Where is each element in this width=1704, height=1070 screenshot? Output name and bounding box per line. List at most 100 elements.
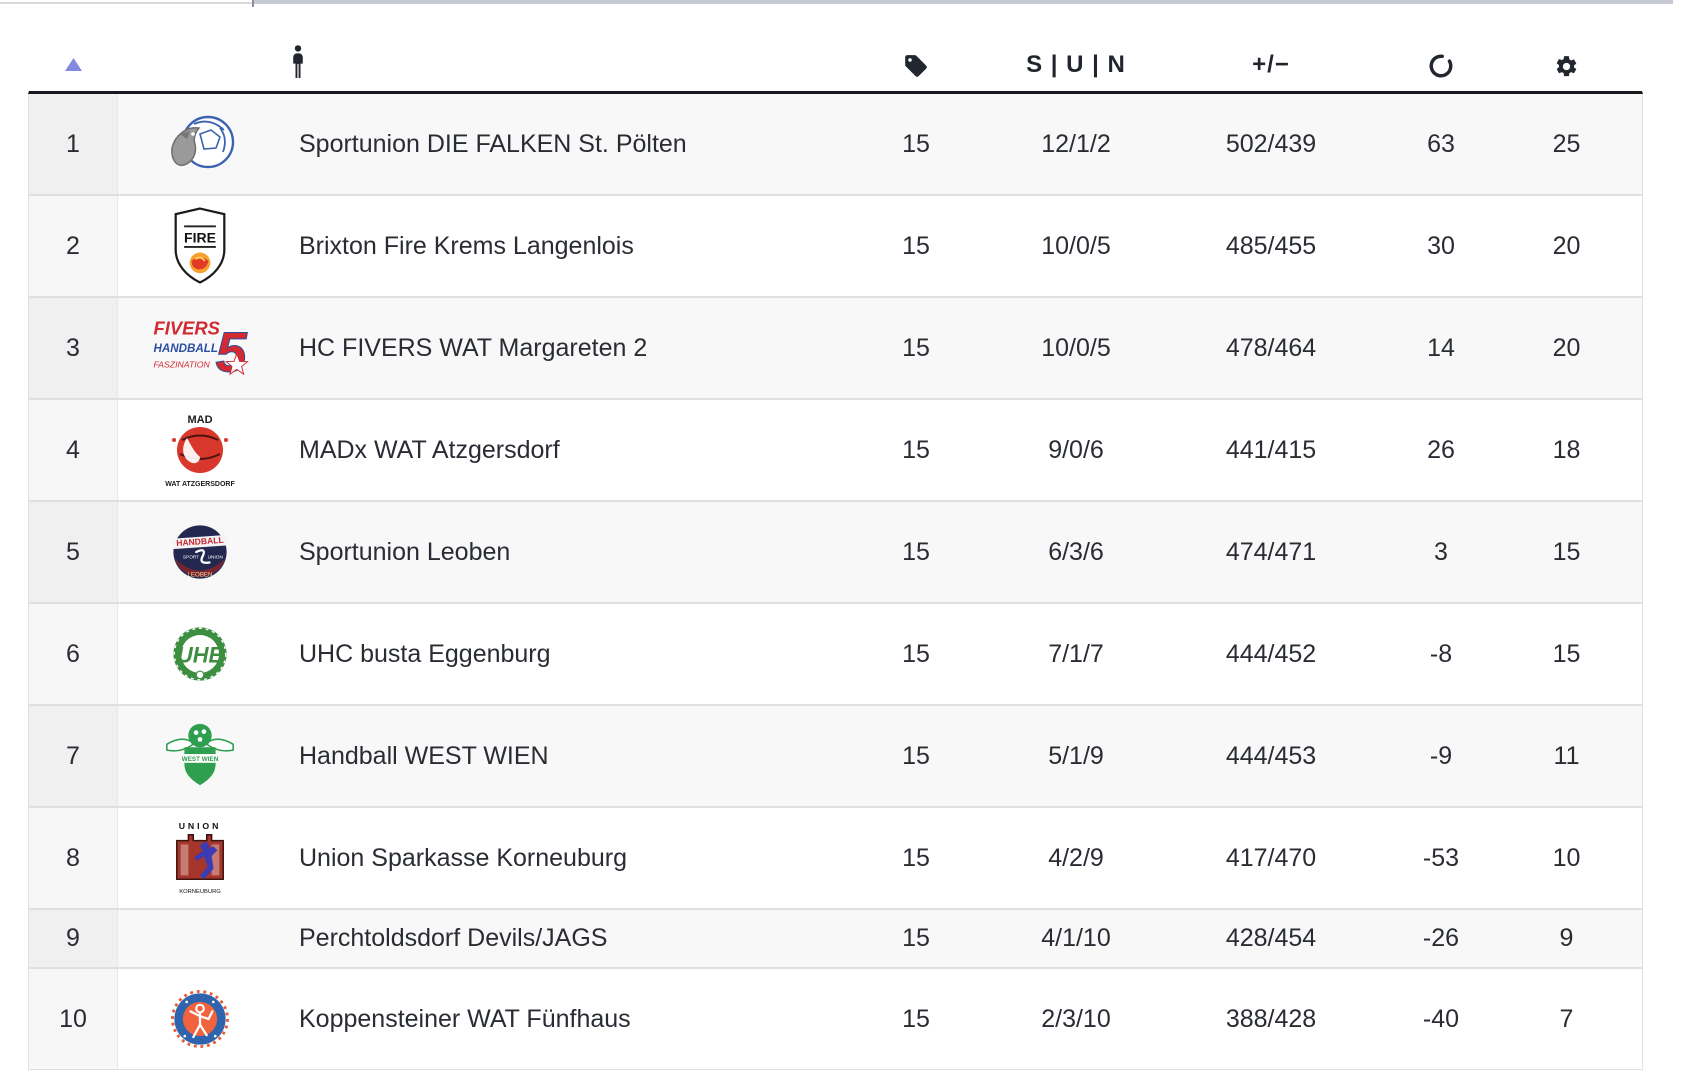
team-name[interactable]: MADx WAT Atzgersdorf [299,435,560,464]
games-column-header[interactable] [831,5,1001,91]
rank-cell: 1 [29,94,118,194]
team-name[interactable]: HC FIVERS WAT Margareten 2 [299,333,648,362]
goals-label: +/− [1252,51,1290,78]
rank-cell: 9 [29,910,118,967]
points-value: 11 [1553,741,1580,770]
games-played-value: 15 [902,924,930,952]
rank-number: 5 [66,537,80,566]
sort-ascending-icon [65,58,82,71]
win-draw-loss-value: 10/0/5 [1041,231,1111,260]
team-name[interactable]: Perchtoldsdorf Devils/JAGS [299,924,608,952]
uhc-eggenburg-logo: UHE [172,627,227,681]
team-name[interactable]: Handball WEST WIEN [299,741,549,770]
points-value: 10 [1552,843,1581,872]
points-value: 18 [1552,435,1581,464]
goals-column-header[interactable]: +/− [1151,5,1391,91]
goals-for-against-value: 388/428 [1225,1004,1317,1033]
goal-difference-value: -53 [1422,843,1460,872]
games-played-value: 15 [902,537,930,566]
goals-for-against-value: 478/464 [1225,333,1317,362]
svg-text:MAD: MAD [187,414,212,426]
rank-cell: 4 [29,400,118,500]
team-cell: MAD WAT ATZGERSDORF MADx WAT Atzgersdorf [118,400,831,500]
rank-cell: 7 [29,706,118,806]
rank-cell: 6 [29,604,118,704]
goals-for-against-value: 474/471 [1225,537,1317,566]
svg-text:HANDBALL: HANDBALL [175,535,223,548]
games-played-value: 15 [902,333,930,362]
games-played-value: 15 [902,435,930,464]
games-played-value: 15 [902,1004,930,1033]
person-icon [293,45,303,78]
rank-number: 7 [66,741,80,770]
difference-column-header[interactable] [1391,5,1491,91]
fivers-logo: FIVERS HANDBALL FASZINATION 5 [153,317,249,379]
team-name[interactable]: Sportunion Leoben [299,537,511,566]
win-draw-loss-value: 4/1/10 [1041,924,1111,952]
win-draw-loss-value: 2/3/10 [1041,1004,1111,1033]
points-value: 25 [1552,129,1581,158]
goal-difference-value: 14 [1427,333,1455,362]
team-name[interactable]: UHC busta Eggenburg [299,639,551,668]
svg-text:FASZINATION: FASZINATION [153,359,210,369]
rank-cell: 8 [29,808,118,908]
league-standings-table: S | U | N +/− 1 [28,5,1643,1070]
team-logo: MAD WAT ATZGERSDORF [118,400,281,500]
goals-for-against-value: 444/452 [1225,639,1317,668]
team-name[interactable]: Brixton Fire Krems Langenlois [299,231,634,260]
team-logo: FIVERS HANDBALL FASZINATION 5 [118,298,281,398]
table-row: 7 WEST WIEN Handball WEST WIEN 15 5/1/9 … [29,706,1642,808]
rank-number: 1 [66,129,80,158]
team-column-header[interactable] [118,5,831,91]
win-draw-loss-value: 7/1/7 [1048,639,1104,668]
team-cell: FIRE Brixton Fire Krems Langenlois [118,196,831,296]
win-draw-loss-value: 5/1/9 [1048,741,1104,770]
svg-text:WAT ATZGERSDORF: WAT ATZGERSDORF [165,481,235,488]
games-played-value: 15 [902,639,930,668]
rank-number: 4 [66,435,80,464]
table-row: 3 FIVERS HANDBALL FASZINATION 5 HC FIVER… [29,298,1642,400]
sportunion-leoben-logo: HANDBALL SPORT UNION LEOBEN [171,525,228,579]
falken-st-poelten-logo [170,115,234,169]
tab-edge-left [0,2,253,4]
goals-for-against-value: 502/439 [1225,129,1317,158]
browser-tab-edge [0,0,1704,8]
games-played-value: 15 [902,231,930,260]
team-logo: FIRE [118,196,281,296]
open-circle-icon [1429,54,1453,78]
team-cell: FIVERS HANDBALL FASZINATION 5 HC FIVERS … [118,298,831,398]
team-logo [118,969,281,1069]
team-logo [118,910,281,967]
svg-text:LEOBEN: LEOBEN [187,572,212,579]
team-logo: UHE [118,604,281,704]
goal-difference-value: 30 [1427,231,1455,260]
team-cell: Sportunion DIE FALKEN St. Pölten [118,94,831,194]
brixton-fire-logo: FIRE [174,207,225,284]
table-row: 4 MAD WAT ATZGERSDORF MADx WAT Atzgersdo… [29,400,1642,502]
table-row: 10 Koppensteiner WAT Fünfhaus 15 2/3/10 … [29,969,1642,1070]
team-cell: Koppensteiner WAT Fünfhaus [118,969,831,1069]
svg-text:UNION: UNION [178,821,221,831]
svg-text:UHE: UHE [176,643,224,668]
goals-for-against-value: 444/453 [1225,741,1317,770]
games-played-value: 15 [902,843,930,872]
rank-column-header[interactable] [29,5,118,91]
points-value: 7 [1559,1004,1574,1033]
points-value: 15 [1552,639,1581,668]
team-cell: Perchtoldsdorf Devils/JAGS [118,910,831,967]
west-wien-logo: WEST WIEN [165,723,234,786]
rank-cell: 5 [29,502,118,602]
rank-number: 9 [66,924,80,952]
team-logo: UNION KORNEUBURG [118,808,281,908]
points-column-header[interactable] [1491,5,1642,91]
tag-icon [905,55,927,77]
team-name[interactable]: Koppensteiner WAT Fünfhaus [299,1004,631,1033]
win-draw-loss-column-header[interactable]: S | U | N [1001,5,1151,91]
goals-for-against-value: 485/455 [1225,231,1317,260]
goal-difference-value: 3 [1434,537,1448,566]
team-name[interactable]: Union Sparkasse Korneuburg [299,843,627,872]
win-draw-loss-value: 12/1/2 [1041,129,1111,158]
team-name[interactable]: Sportunion DIE FALKEN St. Pölten [299,129,687,158]
win-draw-loss-value: 4/2/9 [1048,843,1104,872]
